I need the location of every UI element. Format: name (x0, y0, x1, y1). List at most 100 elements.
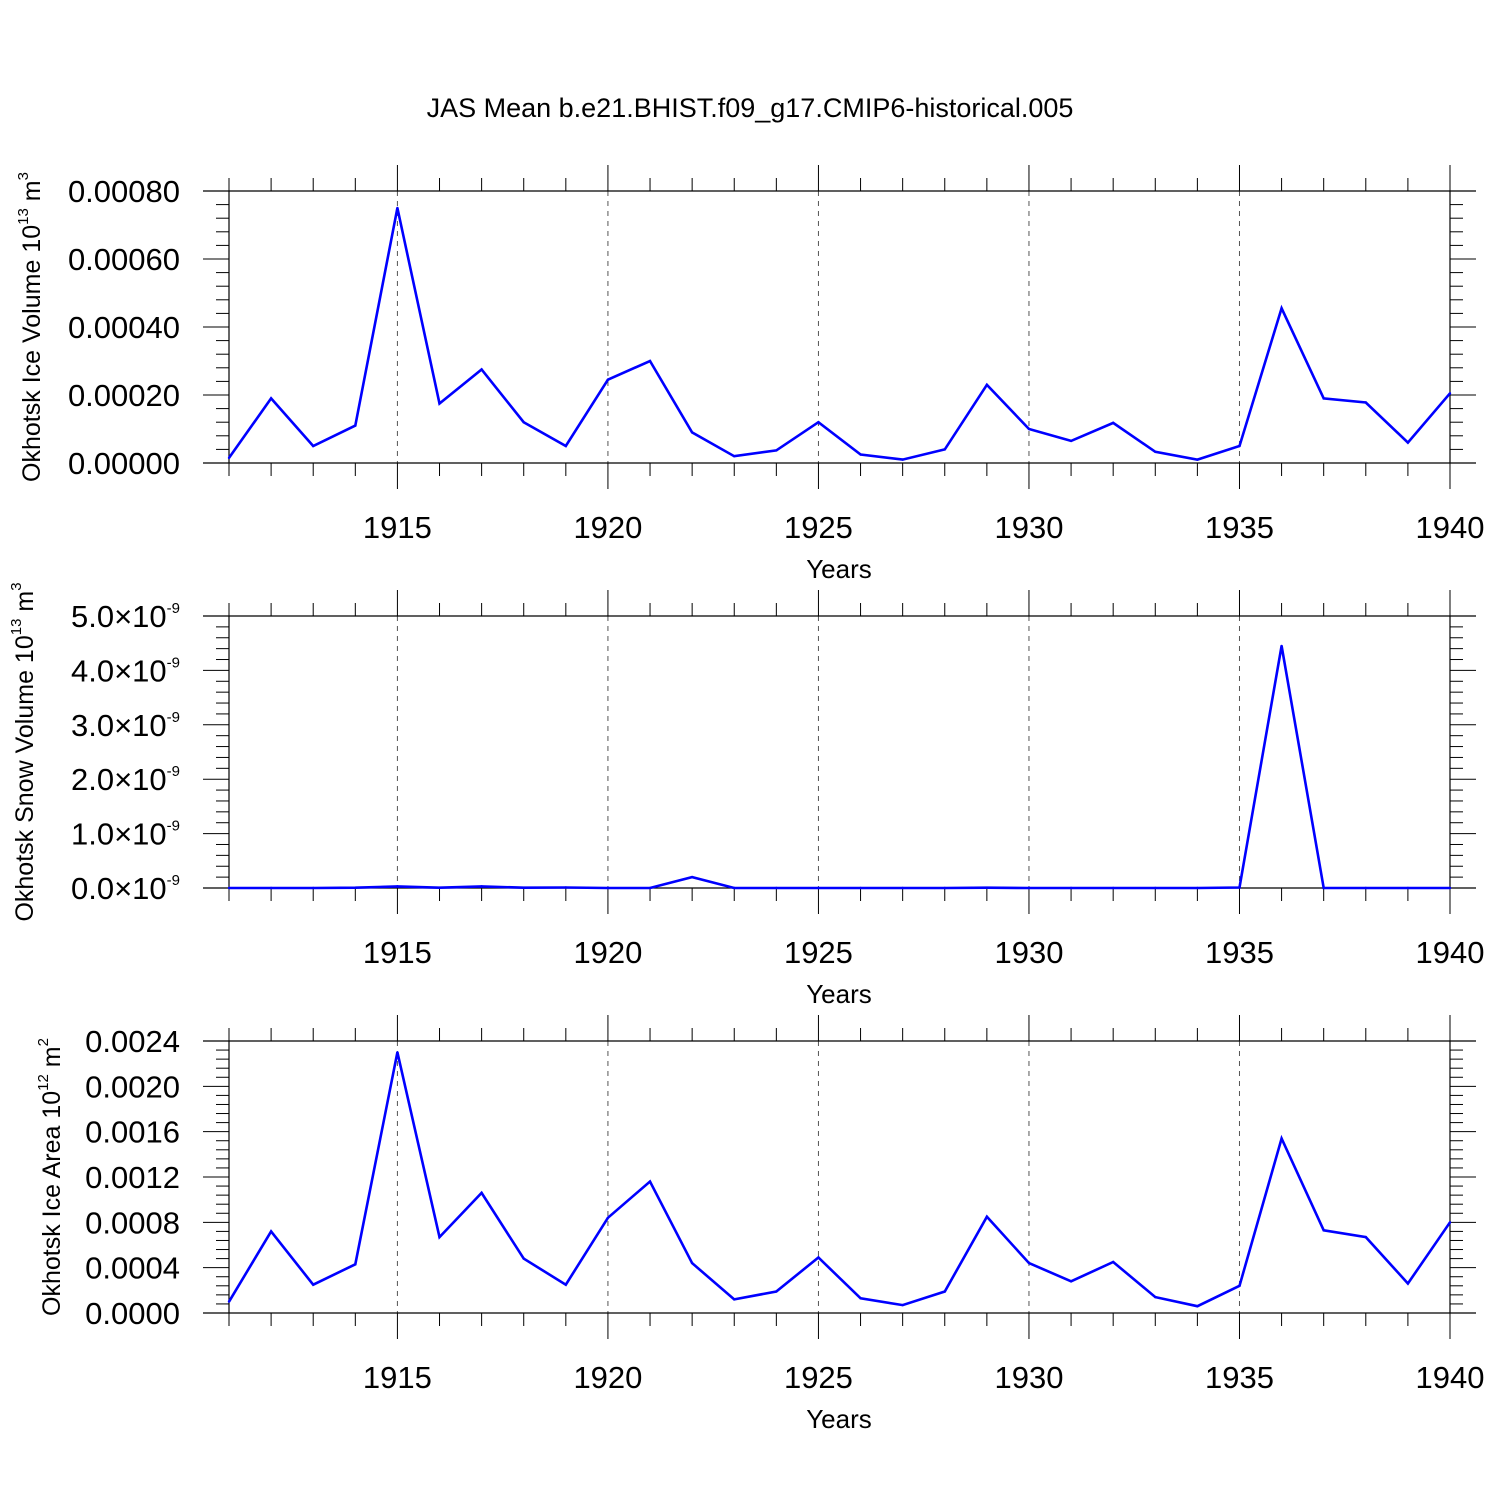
data-point-1925 (817, 421, 820, 424)
data-point-1939 (1406, 441, 1410, 444)
xtick-label-1940: 1940 (1416, 935, 1485, 970)
data-point-1912 (269, 1230, 273, 1233)
x-axis-label: Years (806, 1404, 872, 1434)
xtick-label-1915: 1915 (363, 510, 432, 545)
data-point-1934 (1196, 458, 1199, 461)
ytick-label: 0.0004 (85, 1251, 180, 1286)
figure-title: JAS Mean b.e21.BHIST.f09_g17.CMIP6-histo… (427, 93, 1074, 123)
data-point-1937 (1322, 1229, 1325, 1232)
data-point-1918 (522, 1257, 525, 1260)
data-point-1927 (901, 886, 904, 890)
data-point-1923 (733, 455, 736, 458)
data-point-1919 (564, 1283, 568, 1286)
ytick-label: 0.0024 (85, 1024, 180, 1059)
data-point-1917 (480, 1191, 483, 1195)
chart-panels: 0.00000 0.00020 0.00040 0.00060 0.00080 1915 1… (8, 165, 1484, 1434)
data-point-1919 (564, 444, 568, 448)
y-axis-label: Okhotsk Ice Area 1012 m2 (35, 1038, 66, 1316)
ytick-label: 0.00080 (68, 174, 180, 209)
ytick-label: 0.0012 (85, 1160, 180, 1195)
data-point-1922 (690, 875, 694, 879)
ytick-label: 0.0×10-9 (71, 871, 180, 906)
panel-snow-volume: 0.0×10-9 1.0×10-9 2.0×10-9 3.0×10-9 4.0×10-9… (8, 582, 1484, 1009)
x-axis-label: Years (806, 979, 872, 1009)
ytick-label: 3.0×10-9 (71, 708, 180, 743)
xtick-label-1940: 1940 (1416, 1360, 1485, 1395)
data-point-1915 (396, 885, 399, 888)
data-point-1921 (648, 1180, 652, 1183)
xtick-label-1920: 1920 (573, 1360, 642, 1395)
series-line-ice-volume (227, 207, 1451, 461)
data-point-1938 (1364, 1235, 1367, 1239)
xtick-label-1935: 1935 (1205, 510, 1274, 545)
series-line-ice-area (227, 1052, 1452, 1308)
xtick-label-1925: 1925 (784, 510, 853, 545)
data-point-1913 (312, 444, 315, 448)
xtick-label-1915: 1915 (363, 935, 432, 970)
ytick-label: 0.00060 (68, 242, 180, 277)
data-point-1931 (1069, 886, 1073, 890)
data-point-1926 (859, 886, 862, 890)
data-point-1914 (354, 1263, 357, 1266)
xtick-label-1920: 1920 (573, 935, 642, 970)
data-point-1915 (396, 206, 399, 210)
ytick-label: 0.0000 (85, 1296, 180, 1331)
data-point-1911 (227, 456, 231, 460)
data-point-1917 (480, 885, 483, 888)
data-point-1923 (733, 1298, 736, 1301)
data-point-1940 (1448, 886, 1452, 890)
data-point-1920 (606, 886, 610, 890)
y-axis-label: Okhotsk Ice Volume 1013 m3 (15, 172, 46, 482)
data-point-1912 (269, 886, 273, 890)
data-point-1928 (943, 448, 946, 451)
data-point-1930 (1027, 1261, 1031, 1265)
data-point-1937 (1322, 397, 1325, 400)
data-point-1928 (943, 886, 946, 890)
ytick-label: 0.0016 (85, 1115, 180, 1150)
data-point-1935 (1238, 444, 1241, 448)
ytick-label: 5.0×10-9 (71, 599, 180, 634)
data-point-1939 (1406, 886, 1410, 890)
data-point-1916 (438, 402, 441, 405)
data-point-1936 (1280, 644, 1283, 648)
data-point-1920 (606, 378, 610, 381)
xtick-label-1920: 1920 (573, 510, 642, 545)
data-point-1934 (1196, 1305, 1199, 1308)
data-point-1933 (1154, 886, 1157, 890)
data-point-1913 (312, 1283, 315, 1286)
data-point-1923 (733, 886, 736, 890)
data-point-1940 (1448, 1221, 1452, 1224)
data-point-1924 (775, 1290, 778, 1293)
data-point-1914 (354, 424, 357, 427)
data-point-1919 (564, 886, 568, 889)
ytick-label: 1.0×10-9 (71, 817, 180, 852)
xtick-label-1930: 1930 (994, 935, 1063, 970)
ytick-label: 4.0×10-9 (71, 653, 180, 688)
data-point-1927 (901, 1303, 904, 1307)
data-point-1921 (648, 886, 652, 890)
data-point-1930 (1027, 427, 1031, 431)
data-point-1913 (312, 886, 315, 890)
data-point-1914 (354, 886, 357, 889)
series-line-snow-volume (229, 645, 1450, 890)
ytick-label: 0.00000 (68, 446, 180, 481)
data-point-1918 (522, 421, 525, 424)
xtick-label-1925: 1925 (784, 1360, 853, 1395)
data-point-1938 (1364, 401, 1367, 404)
data-point-1933 (1154, 450, 1157, 453)
data-point-1936 (1280, 1137, 1283, 1140)
data-point-1935 (1238, 886, 1241, 889)
data-point-1928 (943, 1290, 946, 1293)
data-point-1915 (396, 1051, 399, 1054)
xtick-label-1915: 1915 (363, 1360, 432, 1395)
xtick-label-1940: 1940 (1416, 510, 1485, 545)
data-point-1922 (690, 431, 694, 434)
data-point-1939 (1406, 1282, 1410, 1285)
xtick-label-1930: 1930 (994, 510, 1063, 545)
xtick-label-1935: 1935 (1205, 935, 1274, 970)
ytick-label: 0.0008 (85, 1205, 180, 1240)
data-point-1912 (269, 397, 273, 400)
data-point-1925 (817, 1256, 820, 1259)
data-point-1920 (606, 1216, 610, 1220)
